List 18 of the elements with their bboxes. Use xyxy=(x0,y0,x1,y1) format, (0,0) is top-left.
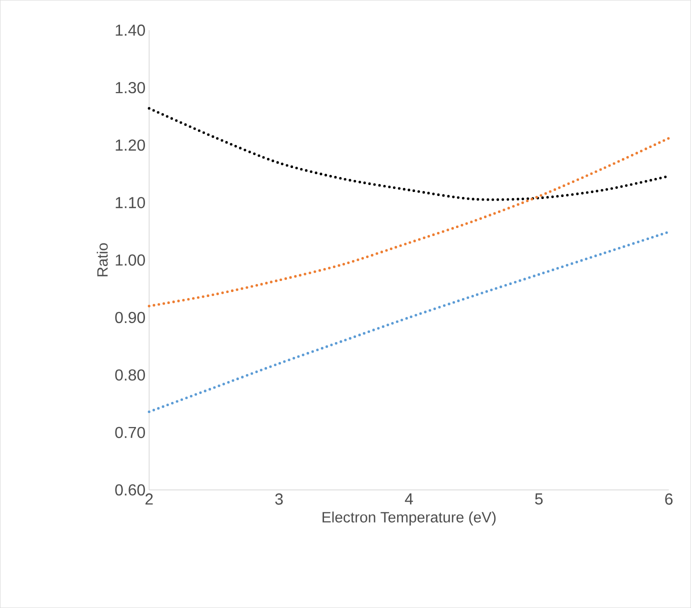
x-axis-title: Electron Temperature (eV) xyxy=(322,512,496,526)
y-tick-label: 1.30 xyxy=(116,82,145,94)
y-tick-label: 1.40 xyxy=(116,24,145,36)
y-tick-label: 0.70 xyxy=(115,426,145,438)
y-axis-title: Ratio xyxy=(96,243,108,276)
x-tick-label: 6 xyxy=(665,493,673,505)
line-series xyxy=(148,230,670,414)
x-tick-label: 3 xyxy=(275,493,283,505)
line-series xyxy=(148,136,670,308)
y-tick-label: 0.80 xyxy=(115,369,145,381)
y-tick-label: 0.60 xyxy=(115,484,145,496)
y-tick-label: 1.00 xyxy=(116,254,145,266)
x-tick-label: 5 xyxy=(535,493,543,505)
y-tick-label: 1.20 xyxy=(116,139,145,151)
y-tick-label: 0.90 xyxy=(115,312,145,324)
y-tick-label: 1.10 xyxy=(116,196,145,208)
x-tick-label: 2 xyxy=(145,493,153,505)
x-tick-label: 4 xyxy=(404,493,413,504)
